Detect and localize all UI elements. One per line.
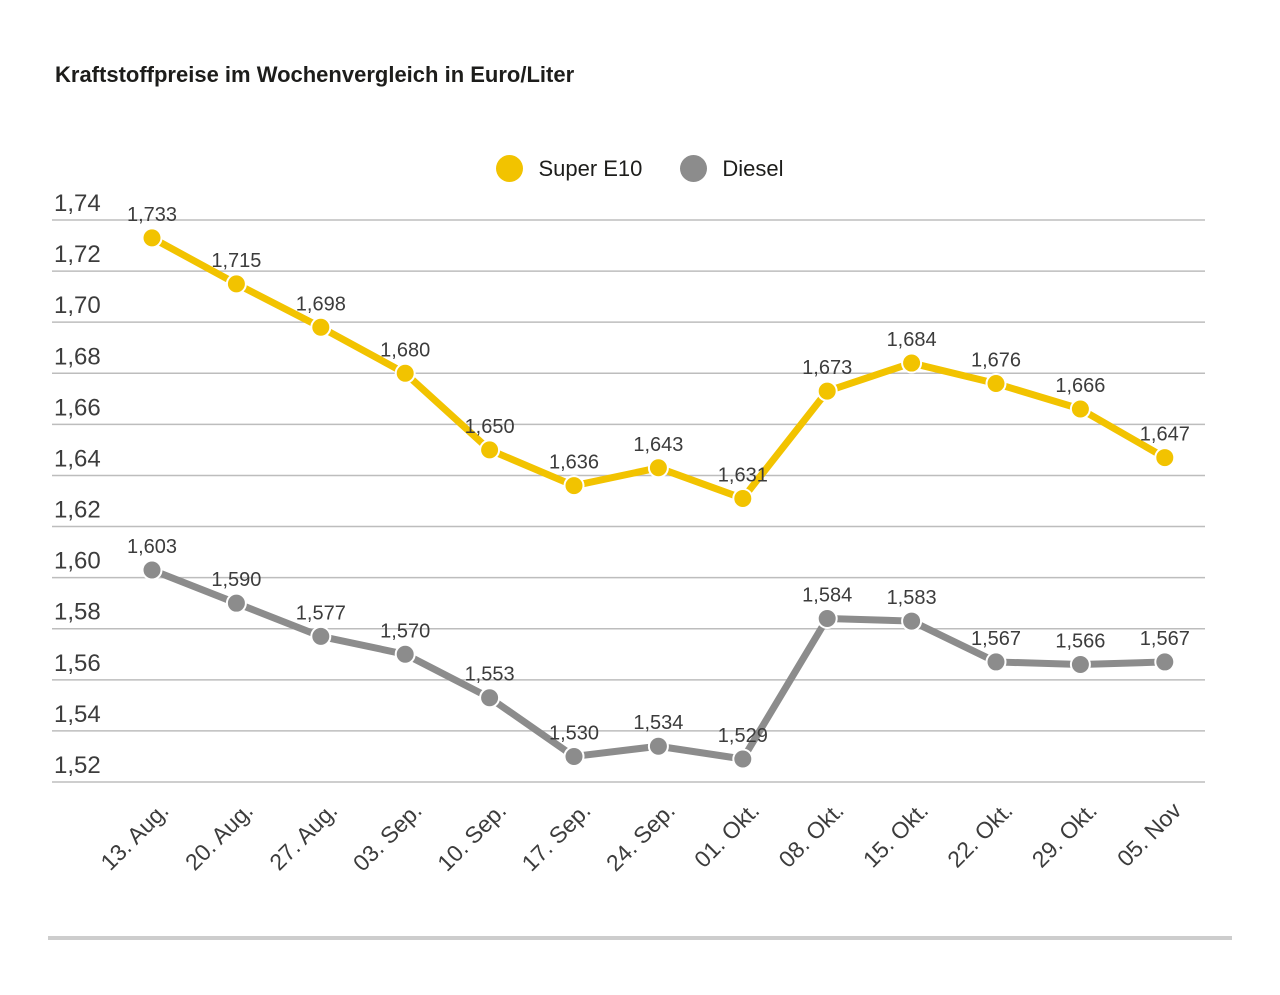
x-tick-label: 13. Aug. — [95, 797, 173, 875]
x-tick-label: 05. Nov — [1112, 797, 1187, 872]
x-tick-label: 15. Okt. — [858, 797, 933, 872]
y-tick-label: 1,64 — [54, 445, 101, 472]
data-point — [816, 608, 838, 630]
x-tick-label: 24. Sep. — [601, 797, 680, 876]
data-label: 1,570 — [380, 620, 430, 642]
data-label: 1,666 — [1055, 375, 1105, 397]
data-point — [647, 457, 669, 479]
legend-label-super-e10: Super E10 — [538, 155, 643, 181]
x-tick-label: 03. Sep. — [348, 797, 427, 876]
data-point — [141, 227, 163, 249]
data-label: 1,603 — [127, 536, 177, 558]
data-point — [394, 362, 416, 384]
data-point — [479, 439, 501, 461]
data-point — [563, 475, 585, 497]
data-point — [1069, 398, 1091, 420]
data-point — [985, 651, 1007, 673]
x-tick-label: 27. Aug. — [264, 797, 342, 875]
super-e10-marker-icon — [496, 155, 524, 182]
data-point — [647, 735, 669, 757]
series-super-e10 — [141, 227, 1176, 509]
y-tick-label: 1,68 — [54, 343, 101, 370]
data-point — [732, 748, 754, 770]
y-tick-label: 1,70 — [54, 292, 101, 319]
y-tick-label: 1,60 — [54, 548, 101, 575]
bottom-separator — [48, 936, 1232, 940]
data-label: 1,553 — [465, 664, 515, 686]
x-tick-label: 01. Okt. — [689, 797, 764, 872]
legend-item-super-e10: Super E10 — [496, 155, 642, 182]
data-label: 1,590 — [211, 569, 261, 591]
data-point — [816, 380, 838, 402]
y-tick-label: 1,62 — [54, 497, 101, 524]
y-tick-label: 1,58 — [54, 599, 101, 626]
data-label: 1,676 — [971, 349, 1021, 371]
y-tick-label: 1,66 — [54, 394, 101, 421]
fuel-price-chart: 1,74 1,72 1,70 1,68 1,66 1,64 1,62 1,60 1,58 1,56… — [52, 190, 1205, 876]
y-tick-label: 1,74 — [54, 190, 101, 217]
x-tick-label: 29. Okt. — [1027, 797, 1102, 872]
chart-legend: Super E10 Diesel — [0, 155, 1280, 182]
data-label: 1,534 — [633, 712, 683, 734]
gridlines — [52, 219, 1205, 783]
data-label: 1,567 — [971, 628, 1021, 650]
y-tick-label: 1,72 — [54, 241, 101, 268]
data-point — [310, 316, 332, 338]
x-tick-label: 17. Sep. — [517, 797, 596, 876]
y-tick-label: 1,52 — [54, 752, 101, 779]
data-point — [394, 643, 416, 665]
data-point — [985, 372, 1007, 394]
data-label: 1,733 — [127, 204, 177, 226]
data-label: 1,673 — [802, 357, 852, 379]
data-label: 1,566 — [1055, 630, 1105, 652]
data-label: 1,529 — [718, 725, 768, 747]
series-diesel — [141, 559, 1176, 770]
data-label: 1,698 — [296, 293, 346, 315]
data-point — [732, 487, 754, 509]
y-tick-label: 1,54 — [54, 701, 101, 728]
data-point — [901, 610, 923, 632]
data-label: 1,583 — [887, 587, 937, 609]
data-point — [1069, 653, 1091, 675]
data-label: 1,636 — [549, 452, 599, 474]
x-axis-labels: 13. Aug. 20. Aug. 27. Aug. 03. Sep. 10. Sep.… — [95, 797, 1186, 876]
x-tick-label: 22. Okt. — [942, 797, 1017, 872]
data-point — [1154, 651, 1176, 673]
data-label: 1,650 — [465, 416, 515, 438]
data-point — [563, 745, 585, 767]
data-label: 1,680 — [380, 339, 430, 361]
data-label: 1,584 — [802, 585, 852, 607]
data-label: 1,577 — [296, 602, 346, 624]
data-label: 1,684 — [887, 329, 937, 351]
data-point — [225, 273, 247, 295]
data-point — [479, 687, 501, 709]
data-label: 1,530 — [549, 722, 599, 744]
data-point — [1154, 447, 1176, 469]
x-tick-label: 08. Okt. — [773, 797, 848, 872]
data-label: 1,567 — [1140, 628, 1190, 650]
data-point — [225, 592, 247, 614]
data-labels-diesel: 1,603 1,590 1,577 1,570 1,553 1,530 1,534 1,529… — [127, 536, 1190, 747]
data-point — [310, 625, 332, 647]
data-label: 1,643 — [633, 434, 683, 456]
data-label: 1,715 — [211, 250, 261, 272]
diesel-marker-icon — [680, 155, 708, 182]
x-tick-label: 20. Aug. — [180, 797, 258, 875]
data-point — [141, 559, 163, 581]
page-title: Kraftstoffpreise im Wochenvergleich in E… — [55, 62, 575, 87]
y-axis-labels: 1,74 1,72 1,70 1,68 1,66 1,64 1,62 1,60 1,58 1,56… — [54, 190, 101, 779]
x-tick-label: 10. Sep. — [432, 797, 511, 876]
y-tick-label: 1,56 — [54, 650, 101, 677]
legend-item-diesel: Diesel — [680, 155, 784, 182]
data-label: 1,631 — [718, 464, 768, 486]
data-labels-super-e10: 1,733 1,715 1,698 1,680 1,650 1,636 1,643 1,631… — [127, 204, 1190, 487]
legend-label-diesel: Diesel — [722, 155, 784, 181]
data-point — [901, 352, 923, 374]
data-label: 1,647 — [1140, 424, 1190, 446]
